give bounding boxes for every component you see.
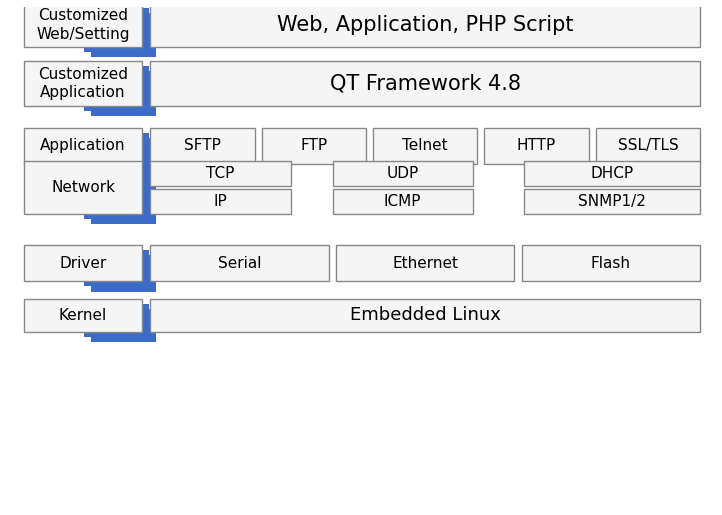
Bar <box>262 128 366 164</box>
Text: Telnet: Telnet <box>402 139 448 153</box>
Text: FTP: FTP <box>300 139 328 153</box>
Bar <box>24 162 142 214</box>
Bar <box>150 245 329 282</box>
Text: TCP: TCP <box>206 166 235 181</box>
Bar <box>333 190 473 214</box>
Bar <box>92 255 156 291</box>
Bar <box>333 162 473 186</box>
Bar <box>150 299 700 332</box>
Bar <box>84 250 149 286</box>
Text: SSL/TLS: SSL/TLS <box>617 139 678 153</box>
Text: Kernel: Kernel <box>59 308 107 323</box>
Bar <box>24 61 142 106</box>
Bar <box>24 128 142 164</box>
Bar <box>484 128 588 164</box>
Bar <box>150 61 700 106</box>
Text: Flash: Flash <box>591 256 631 271</box>
Text: Ethernet: Ethernet <box>392 256 458 271</box>
Bar <box>150 190 290 214</box>
Bar <box>84 133 149 169</box>
Text: SNMP1/2: SNMP1/2 <box>578 195 646 210</box>
Bar <box>150 162 290 186</box>
Text: UDP: UDP <box>386 166 419 181</box>
Text: IP: IP <box>214 195 227 210</box>
Text: Web, Application, PHP Script: Web, Application, PHP Script <box>277 15 573 35</box>
Bar <box>84 8 149 52</box>
Bar <box>150 3 700 47</box>
Text: HTTP: HTTP <box>517 139 556 153</box>
Text: ICMP: ICMP <box>384 195 422 210</box>
Bar <box>524 162 700 186</box>
Text: Customized
Application: Customized Application <box>38 66 128 100</box>
Bar <box>596 128 700 164</box>
Bar <box>150 128 255 164</box>
Text: Network: Network <box>51 180 115 195</box>
Bar <box>92 138 156 174</box>
Bar <box>524 190 700 214</box>
Bar <box>92 171 156 225</box>
Bar <box>24 3 142 47</box>
Text: QT Framework 4.8: QT Framework 4.8 <box>330 73 521 93</box>
Bar <box>373 128 477 164</box>
Text: SFTP: SFTP <box>184 139 221 153</box>
Bar <box>521 245 700 282</box>
Text: Application: Application <box>40 139 126 153</box>
Bar <box>24 299 142 332</box>
Text: DHCP: DHCP <box>591 166 634 181</box>
Bar <box>24 245 142 282</box>
Bar <box>84 166 149 219</box>
Text: Driver: Driver <box>59 256 107 271</box>
Bar <box>336 245 515 282</box>
Bar <box>92 13 156 57</box>
Text: Embedded Linux: Embedded Linux <box>349 306 500 324</box>
Bar <box>84 304 149 337</box>
Text: Serial: Serial <box>218 256 261 271</box>
Bar <box>92 309 156 342</box>
Bar <box>84 66 149 111</box>
Text: Customized
Web/Setting: Customized Web/Setting <box>36 8 130 42</box>
Bar <box>92 71 156 115</box>
